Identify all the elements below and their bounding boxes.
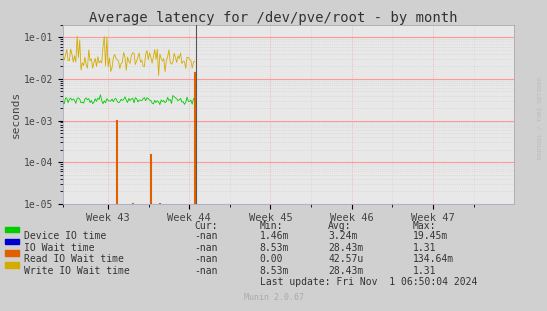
Text: Device IO time: Device IO time xyxy=(24,231,106,241)
Text: -nan: -nan xyxy=(194,243,218,253)
Text: Average latency for /dev/pve/root - by month: Average latency for /dev/pve/root - by m… xyxy=(89,11,458,25)
Text: Munin 2.0.67: Munin 2.0.67 xyxy=(243,293,304,302)
Y-axis label: seconds: seconds xyxy=(11,91,21,138)
Text: 3.24m: 3.24m xyxy=(328,231,358,241)
Text: IO Wait time: IO Wait time xyxy=(24,243,94,253)
Text: 28.43m: 28.43m xyxy=(328,266,363,276)
Text: 28.43m: 28.43m xyxy=(328,243,363,253)
Text: Last update: Fri Nov  1 06:50:04 2024: Last update: Fri Nov 1 06:50:04 2024 xyxy=(260,277,477,287)
Text: 19.45m: 19.45m xyxy=(413,231,448,241)
Text: -nan: -nan xyxy=(194,231,218,241)
Text: 0.00: 0.00 xyxy=(260,254,283,264)
Text: 8.53m: 8.53m xyxy=(260,266,289,276)
Text: 8.53m: 8.53m xyxy=(260,243,289,253)
Text: Min:: Min: xyxy=(260,221,283,231)
Text: Avg:: Avg: xyxy=(328,221,352,231)
Text: 42.57u: 42.57u xyxy=(328,254,363,264)
Text: Cur:: Cur: xyxy=(194,221,218,231)
Text: 134.64m: 134.64m xyxy=(413,254,454,264)
Text: -nan: -nan xyxy=(194,266,218,276)
Text: 1.46m: 1.46m xyxy=(260,231,289,241)
Text: Write IO Wait time: Write IO Wait time xyxy=(24,266,129,276)
Text: 1.31: 1.31 xyxy=(413,266,437,276)
Text: Read IO Wait time: Read IO Wait time xyxy=(24,254,124,264)
Text: Max:: Max: xyxy=(413,221,437,231)
Text: -nan: -nan xyxy=(194,254,218,264)
Text: RRDTOOL / TOBI OETIKER: RRDTOOL / TOBI OETIKER xyxy=(538,77,543,160)
Text: 1.31: 1.31 xyxy=(413,243,437,253)
